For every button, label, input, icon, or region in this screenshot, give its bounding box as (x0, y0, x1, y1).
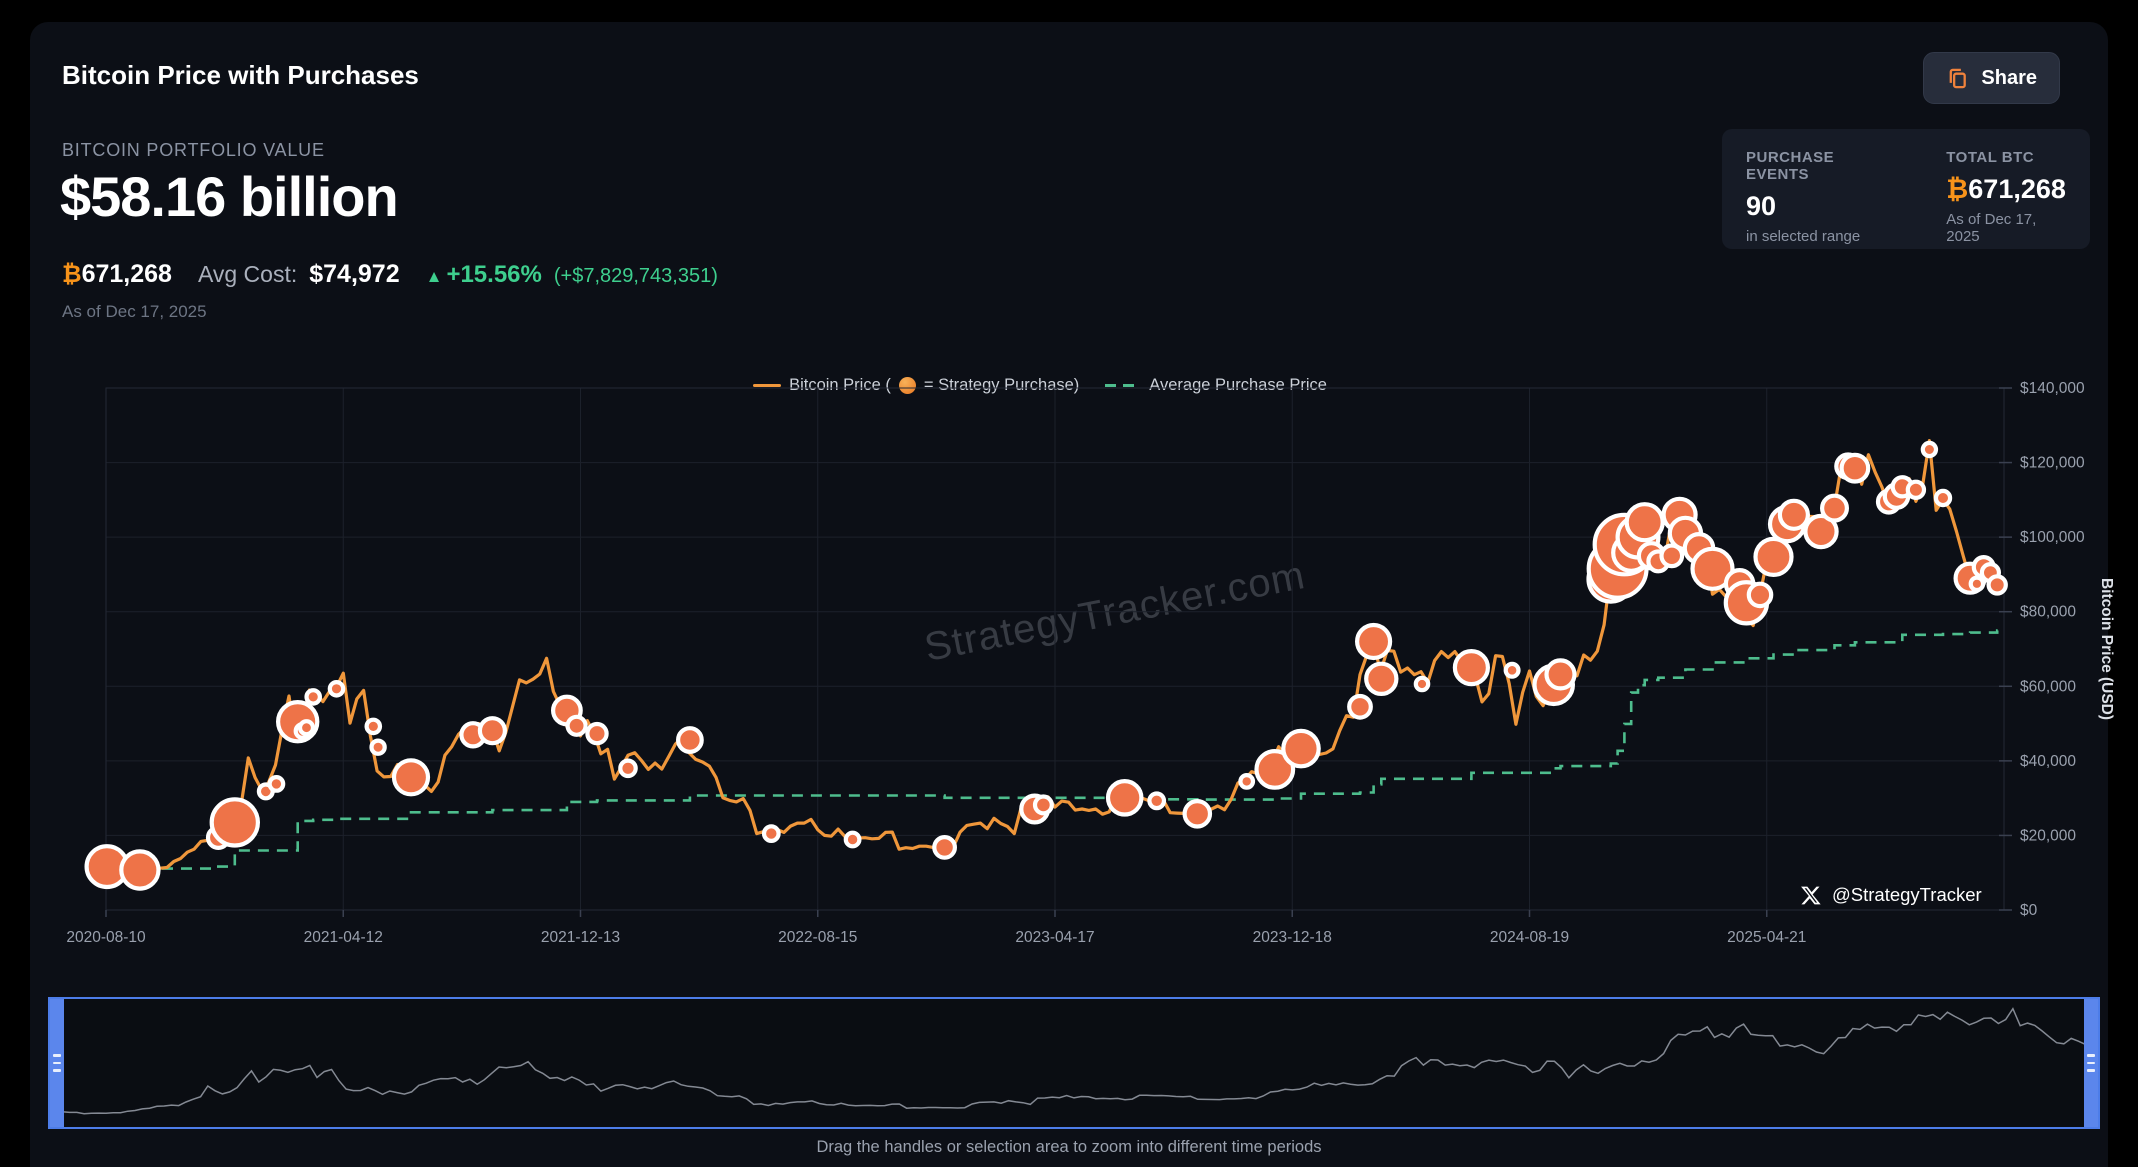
purchase-bubble[interactable] (761, 824, 781, 843)
purchase-bubble[interactable] (1281, 728, 1321, 769)
purchase-bubble[interactable] (369, 738, 387, 756)
purchase-events-label: PURCHASE EVENTS (1746, 149, 1835, 183)
share-label: Share (1981, 66, 2037, 89)
purchase-bubble[interactable] (565, 714, 588, 737)
purchase-bubble[interactable] (1839, 452, 1871, 484)
portfolio-value-label: BITCOIN PORTFOLIO VALUE (62, 140, 325, 160)
purchase-bubble[interactable] (1690, 546, 1735, 591)
twitter-attribution: @StrategyTracker (1800, 884, 1982, 906)
purchase-bubble[interactable] (1659, 543, 1685, 569)
legend-purchase-label: = Strategy Purchase) (923, 376, 1080, 394)
purchase-bubble[interactable] (585, 721, 609, 746)
share-button[interactable]: Share (1923, 52, 2060, 104)
purchase-bubble[interactable] (1105, 778, 1144, 817)
total-btc-value: 671,268 (1968, 174, 2066, 204)
change-percent: +15.56% (446, 261, 542, 288)
avg-cost-value: $74,972 (309, 260, 400, 288)
total-btc-sub: As of Dec 17, 2025 (1946, 211, 2037, 245)
up-triangle-icon: ▲ (425, 267, 443, 286)
navigator-left-handle[interactable] (50, 999, 64, 1127)
purchase-events-stat: PURCHASE EVENTS 90 in selected range (1746, 149, 1892, 245)
as-of-date: As of Dec 17, 2025 (62, 302, 207, 321)
purchase-bubble[interactable] (1238, 773, 1256, 790)
purchase-bubble[interactable] (1032, 794, 1054, 816)
avg-cost-label: Avg Cost: (197, 261, 298, 287)
purchase-bubble[interactable] (1503, 661, 1521, 679)
purchase-bubble[interactable] (364, 717, 383, 736)
page-title: Bitcoin Price with Purchases (62, 60, 419, 90)
legend-price-label: Bitcoin Price ( (789, 376, 891, 394)
purchase-bubble[interactable] (1986, 574, 2008, 596)
purchase-bubble[interactable] (676, 726, 704, 754)
purchase-bubble[interactable] (1452, 648, 1491, 687)
purchase-bubble[interactable] (1413, 675, 1431, 693)
btc-icon: ₿ (62, 260, 82, 288)
btc-amount: 671,268 (81, 260, 172, 288)
purchase-bubble[interactable] (1819, 493, 1849, 523)
purchase-bubble[interactable] (119, 849, 161, 891)
purchase-bubble[interactable] (209, 797, 260, 848)
purchase-bubble[interactable] (1920, 440, 1939, 459)
purchase-events-sub: in selected range (1746, 228, 1861, 245)
purchase-bubble[interactable] (1347, 693, 1373, 720)
portfolio-value: $58.16 billion (60, 165, 399, 228)
purchase-bubble[interactable] (843, 830, 862, 849)
purchase-dot-swatch (898, 377, 916, 394)
purchase-bubble[interactable] (477, 716, 507, 746)
price-line-swatch (753, 384, 782, 387)
watermark: StrategyTracker.com (920, 553, 1309, 670)
navigator-hint: Drag the handles or selection area to zo… (816, 1138, 1322, 1156)
purchase-bubble[interactable] (1254, 749, 1296, 790)
total-btc-label: TOTAL BTC (1946, 149, 2035, 166)
purchase-bubble[interactable] (1905, 479, 1927, 500)
purchase-bubble[interactable] (297, 719, 316, 737)
total-btc-stat: TOTAL BTC ₿671,268 As of Dec 17, 2025 (1946, 149, 2066, 245)
purchase-bubble[interactable] (1544, 658, 1577, 691)
purchase-bubble[interactable] (618, 758, 638, 779)
purchase-bubble[interactable] (1354, 622, 1393, 661)
purchase-bubble[interactable] (1746, 581, 1774, 609)
purchase-bubble[interactable] (1933, 488, 1953, 508)
copy-icon (1946, 67, 1969, 90)
purchase-bubble[interactable] (391, 758, 431, 797)
purchase-bubble[interactable] (1968, 575, 1986, 593)
change-absolute: (+$7,829,743,351) (553, 265, 718, 287)
purchase-bubble[interactable] (1753, 536, 1794, 578)
main-card: Bitcoin Price with Purchases Share BITCO… (30, 22, 2108, 1167)
purchase-bubble[interactable] (1364, 661, 1399, 697)
purchase-bubble[interactable] (1147, 791, 1167, 811)
navigator-mini-chart[interactable] (50, 999, 2098, 1127)
purchase-bubble[interactable] (1803, 513, 1839, 550)
avg-line-swatch (1105, 384, 1142, 387)
twitter-handle: @StrategyTracker (1832, 884, 1982, 905)
purchase-bubble[interactable] (327, 679, 346, 698)
x-logo-icon (1800, 885, 1821, 906)
range-navigator[interactable] (48, 997, 2100, 1129)
purchase-events-value: 90 (1746, 191, 1777, 221)
purchase-bubble[interactable] (932, 835, 957, 860)
purchase-bubble[interactable] (1777, 498, 1811, 531)
summary-panel: PURCHASE EVENTS 90 in selected range TOT… (1722, 129, 2090, 249)
navigator-right-handle[interactable] (2084, 999, 2098, 1127)
chart-legend: Bitcoin Price ( = Strategy Purchase) Ave… (30, 376, 2050, 395)
legend-avg-label: Average Purchase Price (1149, 376, 1327, 394)
btc-icon: ₿ (1946, 174, 1969, 205)
purchase-bubble[interactable] (267, 775, 286, 793)
purchase-bubble[interactable] (1182, 798, 1213, 829)
purchase-bubble[interactable] (1624, 502, 1665, 543)
navigator-price-line (54, 1007, 2089, 1115)
purchase-bubble[interactable] (304, 688, 322, 706)
portfolio-stats-row: ₿671,268 Avg Cost: $74,972 ▲ +15.56% (+$7… (62, 260, 718, 289)
